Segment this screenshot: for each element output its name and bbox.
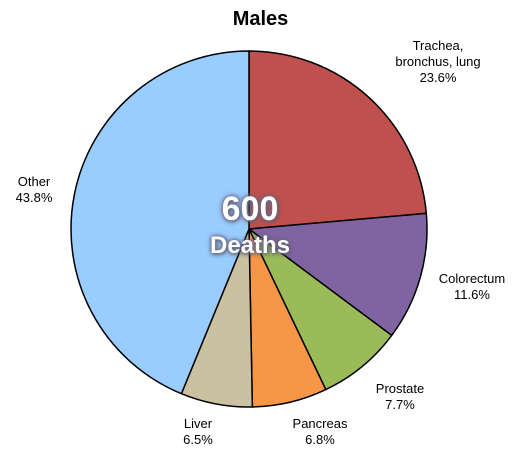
- pie-slice-trachea-bronchus-lung: [248, 50, 428, 230]
- slice-label-prostate-line1: Prostate: [375, 381, 425, 396]
- slice-percent-pancreas: 6.8%: [305, 432, 335, 447]
- slice-label-other-line1: Other: [17, 174, 51, 189]
- slice-percent-liver: 6.5%: [183, 432, 213, 447]
- slice-label-lung-line1: Trachea,: [412, 38, 464, 53]
- slice-label-lung-line2: bronchus, lung: [395, 54, 481, 69]
- slice-label-colorectum-line1: Colorectum: [438, 271, 506, 286]
- slice-label-liver-line1: Liver: [183, 416, 213, 431]
- slice-percent-colorectum: 11.6%: [454, 287, 490, 302]
- slice-label-other: Other 43.8%: [4, 174, 64, 206]
- slice-label-liver: Liver 6.5%: [168, 416, 228, 448]
- pie-slice-other: [70, 50, 250, 395]
- slice-percent-other: 43.8%: [15, 190, 53, 205]
- slice-percent-prostate: 7.7%: [385, 397, 415, 412]
- pie-slice-colorectum: [248, 212, 428, 337]
- slice-label-prostate: Prostate 7.7%: [360, 381, 440, 413]
- slice-label-pancreas: Pancreas 6.8%: [280, 416, 360, 448]
- slice-label-lung: Trachea, bronchus, lung 23.6%: [378, 38, 498, 86]
- slice-label-pancreas-line1: Pancreas: [292, 416, 348, 431]
- slice-label-colorectum: Colorectum 11.6%: [424, 271, 520, 303]
- slice-percent-lung: 23.6%: [419, 70, 457, 85]
- center-caption: Deaths: [209, 232, 291, 259]
- center-value: 600: [221, 190, 279, 228]
- chart-title: Males: [232, 8, 289, 30]
